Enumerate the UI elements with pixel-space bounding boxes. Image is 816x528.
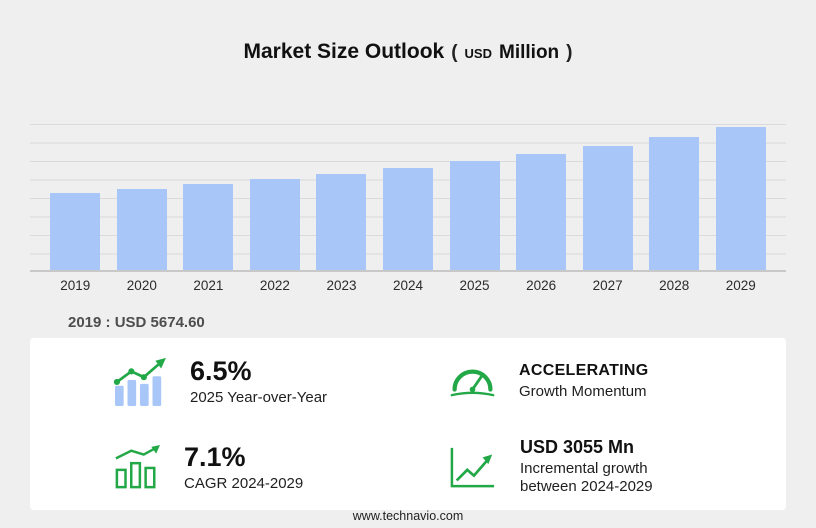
bar-slot xyxy=(641,124,708,270)
bar-2027 xyxy=(582,145,633,270)
bar-2024 xyxy=(383,167,433,270)
bar-slot xyxy=(441,124,508,270)
market-size-bar-chart xyxy=(30,124,786,272)
bar-2020 xyxy=(116,189,167,270)
bar-slot xyxy=(175,124,242,270)
yoy-growth-label: 2025 Year-over-Year xyxy=(190,389,328,407)
bar-slot xyxy=(707,124,774,270)
unit-open-paren: ( xyxy=(451,42,458,63)
speedometer-icon xyxy=(448,364,497,398)
website-url: www.technavio.com xyxy=(352,509,464,523)
x-axis-label-2029: 2029 xyxy=(725,278,756,293)
x-axis-label-2028: 2028 xyxy=(659,278,690,293)
bar-slot xyxy=(242,124,309,270)
x-axis-label-2027: 2027 xyxy=(592,278,623,293)
bar-slot xyxy=(508,124,575,270)
bar-series xyxy=(30,124,786,270)
title-text: Market Size Outlook xyxy=(243,40,445,63)
x-axis-label-2021: 2021 xyxy=(193,278,224,293)
bar-slot xyxy=(375,124,442,270)
bar-2026 xyxy=(516,154,567,270)
page-title: Market Size Outlook ( USD Million ) xyxy=(0,40,816,64)
x-axis-label-2020: 2020 xyxy=(126,278,157,293)
x-axis-label-2019: 2019 xyxy=(60,278,91,293)
x-axis-label-2026: 2026 xyxy=(526,278,557,293)
growth-momentum-label: Growth Momentum xyxy=(519,382,647,400)
stat-cagr: 7.1% CAGR 2024-2029 xyxy=(30,424,408,510)
bar-slot xyxy=(574,124,641,270)
bar-slot xyxy=(42,124,109,270)
cagr-chart-icon xyxy=(112,444,162,490)
yoy-bar-chart-icon xyxy=(112,356,168,406)
bar-2019 xyxy=(50,193,101,270)
bar-slot xyxy=(109,124,176,270)
stat-yoy-growth: 6.5% 2025 Year-over-Year xyxy=(30,338,408,424)
bar-2025 xyxy=(449,161,500,270)
stats-card: 6.5% 2025 Year-over-Year ACCELERATING Gr… xyxy=(30,338,786,510)
yoy-growth-value: 6.5% xyxy=(190,355,252,386)
x-axis-label-2022: 2022 xyxy=(259,278,290,293)
cagr-label: CAGR 2024-2029 xyxy=(184,475,304,493)
unit-close-paren: ) xyxy=(566,42,573,63)
stat-growth-momentum: ACCELERATING Growth Momentum xyxy=(408,338,786,424)
bar-2021 xyxy=(183,184,234,270)
cagr-value: 7.1% xyxy=(184,441,246,472)
unit-label: Million xyxy=(499,42,560,63)
bar-2022 xyxy=(249,179,300,270)
bar-2028 xyxy=(649,137,700,270)
stat-incremental-growth: USD 3055 Mn Incremental growth between 2… xyxy=(408,424,786,510)
base-year-annotation: 2019 : USD 5674.60 xyxy=(68,314,205,331)
bar-slot xyxy=(308,124,375,270)
incremental-growth-icon xyxy=(448,444,498,490)
incremental-growth-label: Incremental growth between 2024-2029 xyxy=(520,459,653,496)
growth-momentum-value: ACCELERATING xyxy=(519,362,649,380)
x-axis-labels: 2019 2020 2021 2022 2023 2024 2025 2026 2027 2028… xyxy=(30,278,786,293)
x-axis-label-2024: 2024 xyxy=(392,278,424,293)
unit-currency: USD xyxy=(464,46,492,61)
incremental-growth-value: USD 3055 Mn xyxy=(520,436,635,457)
x-axis-label-2025: 2025 xyxy=(459,278,490,293)
x-axis-label-2023: 2023 xyxy=(326,278,357,293)
bar-2023 xyxy=(316,174,367,270)
bar-2029 xyxy=(715,126,766,270)
